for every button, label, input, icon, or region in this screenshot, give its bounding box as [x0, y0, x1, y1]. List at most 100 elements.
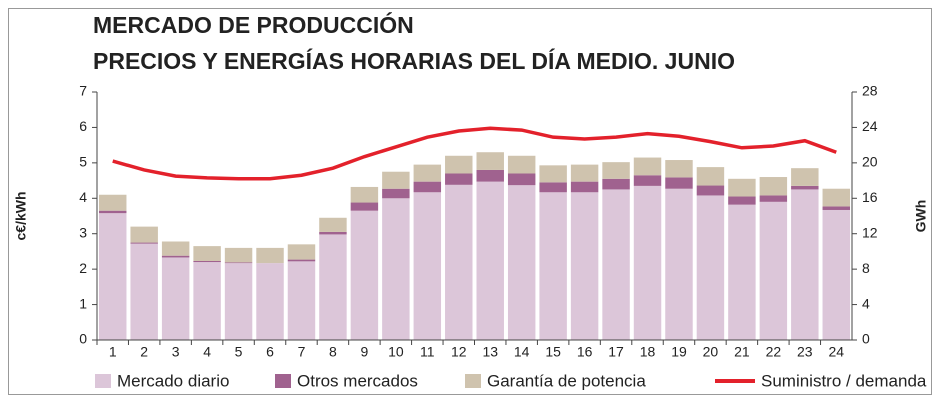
bar-segment [665, 188, 693, 340]
bar-segment [319, 231, 347, 235]
bar-segment [507, 173, 536, 186]
legend-label: Mercado diario [117, 371, 229, 390]
bar-segment [822, 206, 850, 210]
chart-title: MERCADO DE PRODUCCIÓN [93, 11, 414, 38]
bar-segment [507, 155, 536, 174]
bar-segment [570, 181, 599, 193]
bar-segment [382, 171, 410, 189]
bar-segment [99, 213, 127, 340]
legend-label: Suministro / demanda [761, 371, 927, 390]
bar-segment [445, 155, 473, 174]
x-tick-label: 1 [109, 344, 117, 360]
x-tick-label: 13 [482, 344, 498, 360]
legend-swatch [465, 374, 481, 388]
bar-segment [413, 181, 442, 193]
bar-segment [445, 173, 473, 185]
frame [8, 8, 932, 395]
legend-label: Otros mercados [297, 371, 418, 390]
bar-segment [696, 195, 725, 340]
bar-segment [665, 177, 693, 189]
x-tick-label: 7 [298, 344, 306, 360]
bar-segment [633, 157, 662, 176]
y-tick-label: 0 [79, 331, 87, 347]
bar-segment [791, 185, 819, 190]
bar-segment [822, 209, 850, 340]
bar-segment [161, 257, 190, 340]
x-tick-label: 22 [766, 344, 782, 360]
y-tick-label: 2 [79, 260, 87, 276]
bar-segment [413, 192, 442, 340]
x-tick-label: 19 [671, 344, 687, 360]
bar-segment [413, 164, 442, 182]
bar-segment [728, 196, 756, 205]
x-tick-label: 4 [203, 344, 211, 360]
y2-tick-label: 20 [862, 154, 878, 170]
bar-segment [287, 261, 316, 340]
bar-segment [633, 175, 662, 186]
bar-segment [350, 186, 379, 203]
bar-segment [130, 226, 158, 243]
bar-segment [287, 259, 316, 262]
bar-segment [130, 243, 158, 340]
y2-tick-label: 16 [862, 189, 878, 205]
bar-segment [224, 247, 253, 263]
bar-segment [99, 210, 127, 214]
x-tick-label: 9 [360, 344, 368, 360]
bar-segment [602, 189, 630, 340]
bar-segment [99, 194, 127, 211]
bar-segment [476, 169, 504, 182]
x-tick-label: 21 [734, 344, 750, 360]
bar-segment [224, 262, 253, 264]
bar-segment [539, 182, 567, 193]
bar-segment [791, 189, 819, 340]
y2-tick-label: 4 [862, 295, 870, 311]
bar-segment [539, 192, 567, 340]
y2-tick-label: 28 [862, 83, 878, 99]
bar-segment [476, 152, 504, 170]
legend-label: Garantía de potencia [487, 371, 646, 390]
bar-segment [696, 185, 725, 196]
chart-title: PRECIOS Y ENERGÍAS HORARIAS DEL DÍA MEDI… [93, 47, 735, 74]
y-tick-label: 1 [79, 295, 87, 311]
y-tick-label: 3 [79, 224, 87, 240]
y-tick-label: 5 [79, 154, 87, 170]
x-tick-label: 16 [577, 344, 593, 360]
x-tick-label: 20 [703, 344, 719, 360]
bar-segment [445, 184, 473, 340]
bar-segment [822, 188, 850, 207]
y-axis-label: c€/kWh [13, 191, 29, 240]
y-tick-label: 7 [79, 83, 87, 99]
line [112, 126, 837, 181]
bar-segment [759, 195, 788, 202]
x-tick-label: 24 [828, 344, 844, 360]
x-tick-label: 5 [235, 344, 243, 360]
y2-tick-label: 24 [862, 118, 878, 134]
x-tick-label: 18 [640, 344, 656, 360]
bar-segment [193, 262, 221, 340]
x-tick-label: 17 [608, 344, 624, 360]
x-tick-label: 6 [266, 344, 274, 360]
y2-tick-label: 0 [862, 331, 870, 347]
x-tick-label: 3 [172, 344, 180, 360]
bar-segment [382, 188, 410, 199]
bar-segment [507, 185, 536, 340]
bar-segment [130, 242, 158, 244]
bar-segment [728, 178, 756, 197]
bar-segment [665, 160, 693, 178]
bar-segment [256, 247, 284, 264]
bar-segment [319, 217, 347, 232]
x-tick-label: 11 [420, 344, 435, 360]
bar-segment [161, 255, 190, 258]
x-tick-label: 23 [797, 344, 813, 360]
x-tick-label: 14 [514, 344, 530, 360]
x-tick-label: 12 [451, 344, 467, 360]
bar-segment [759, 201, 788, 340]
bar-segment [759, 177, 788, 196]
bar-segment [570, 192, 599, 340]
bar-segment [350, 210, 379, 340]
bar-segment [602, 178, 630, 190]
bar-segment [193, 246, 221, 261]
y2-tick-label: 12 [862, 224, 878, 240]
bar-segment [728, 204, 756, 340]
